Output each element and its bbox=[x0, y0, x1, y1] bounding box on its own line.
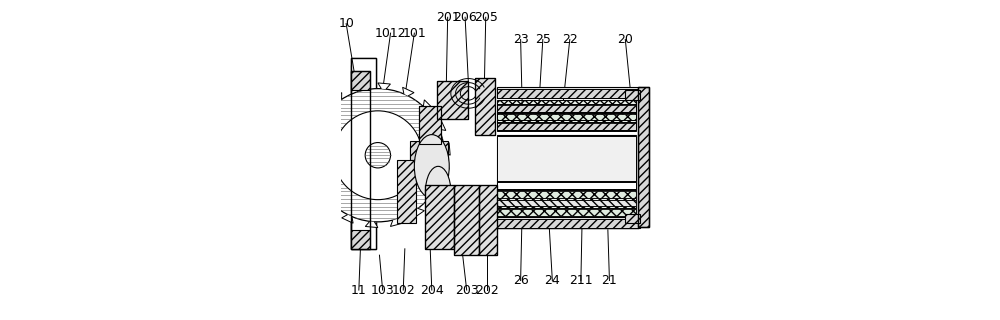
Bar bbox=[351, 230, 370, 249]
Bar bbox=[497, 105, 636, 112]
Polygon shape bbox=[307, 131, 314, 143]
Polygon shape bbox=[403, 87, 414, 96]
Bar bbox=[497, 200, 636, 206]
Polygon shape bbox=[437, 119, 446, 131]
Text: 1012: 1012 bbox=[375, 27, 406, 40]
Text: 206: 206 bbox=[453, 11, 477, 24]
Bar bbox=[497, 89, 640, 98]
Polygon shape bbox=[315, 109, 325, 119]
Polygon shape bbox=[306, 155, 312, 168]
Polygon shape bbox=[414, 208, 424, 218]
Text: 204: 204 bbox=[420, 284, 444, 297]
Bar bbox=[351, 65, 375, 239]
Bar bbox=[497, 136, 636, 180]
Bar bbox=[351, 71, 370, 249]
Polygon shape bbox=[331, 92, 342, 102]
Bar bbox=[454, 185, 479, 255]
Bar bbox=[625, 214, 640, 223]
Bar bbox=[497, 191, 636, 198]
Polygon shape bbox=[342, 215, 353, 223]
Bar bbox=[351, 71, 370, 90]
Polygon shape bbox=[322, 201, 332, 211]
Bar bbox=[437, 81, 468, 119]
Text: 23: 23 bbox=[513, 33, 528, 46]
Bar bbox=[497, 114, 636, 120]
Bar bbox=[497, 217, 640, 228]
Bar bbox=[397, 160, 416, 223]
Bar bbox=[638, 87, 649, 227]
Text: 103: 103 bbox=[371, 284, 395, 297]
Bar bbox=[625, 90, 640, 100]
Polygon shape bbox=[365, 221, 378, 228]
Text: 22: 22 bbox=[562, 33, 578, 46]
Bar bbox=[410, 141, 448, 160]
Bar bbox=[497, 219, 640, 228]
Bar bbox=[497, 209, 636, 215]
Bar bbox=[497, 200, 636, 206]
Bar bbox=[497, 105, 636, 112]
Bar bbox=[497, 190, 636, 198]
Bar bbox=[475, 77, 495, 135]
Text: 24: 24 bbox=[544, 274, 560, 287]
Bar bbox=[419, 106, 441, 144]
Bar bbox=[497, 182, 636, 188]
Polygon shape bbox=[442, 168, 449, 180]
Polygon shape bbox=[310, 180, 319, 191]
Polygon shape bbox=[423, 100, 433, 110]
Bar bbox=[425, 185, 454, 249]
Bar bbox=[479, 185, 497, 255]
Polygon shape bbox=[431, 191, 441, 202]
Polygon shape bbox=[353, 84, 365, 92]
Text: 25: 25 bbox=[535, 33, 551, 46]
Text: 102: 102 bbox=[391, 284, 415, 297]
Text: 11: 11 bbox=[351, 284, 367, 297]
Polygon shape bbox=[390, 219, 403, 227]
Bar bbox=[497, 87, 640, 98]
Circle shape bbox=[311, 89, 444, 222]
Bar bbox=[351, 214, 375, 239]
Bar bbox=[497, 135, 636, 185]
Bar bbox=[419, 106, 441, 144]
Bar bbox=[497, 187, 636, 219]
Text: 101: 101 bbox=[402, 27, 426, 40]
Text: 26: 26 bbox=[513, 274, 528, 287]
Text: 203: 203 bbox=[455, 284, 479, 297]
Bar bbox=[437, 81, 468, 119]
Circle shape bbox=[333, 111, 422, 200]
Bar bbox=[351, 65, 375, 90]
Bar bbox=[410, 147, 435, 173]
Text: 20: 20 bbox=[617, 33, 633, 46]
Bar bbox=[425, 185, 454, 249]
Bar bbox=[497, 208, 636, 215]
Ellipse shape bbox=[414, 135, 449, 198]
Bar bbox=[351, 59, 376, 249]
Polygon shape bbox=[378, 83, 390, 89]
Bar bbox=[497, 123, 636, 130]
Bar bbox=[351, 59, 376, 249]
Text: 10: 10 bbox=[338, 17, 354, 30]
Bar bbox=[479, 185, 497, 255]
Text: 202: 202 bbox=[475, 284, 499, 297]
Bar bbox=[475, 77, 495, 135]
Text: 205: 205 bbox=[474, 11, 498, 24]
Bar bbox=[497, 113, 636, 120]
Text: 211: 211 bbox=[569, 274, 593, 287]
Bar bbox=[454, 185, 479, 255]
Bar bbox=[497, 122, 636, 130]
Bar bbox=[497, 100, 636, 132]
Circle shape bbox=[365, 142, 391, 168]
Text: 21: 21 bbox=[602, 274, 617, 287]
Bar bbox=[638, 87, 649, 227]
Text: 201: 201 bbox=[436, 11, 460, 24]
Ellipse shape bbox=[425, 166, 451, 217]
Polygon shape bbox=[444, 143, 450, 155]
